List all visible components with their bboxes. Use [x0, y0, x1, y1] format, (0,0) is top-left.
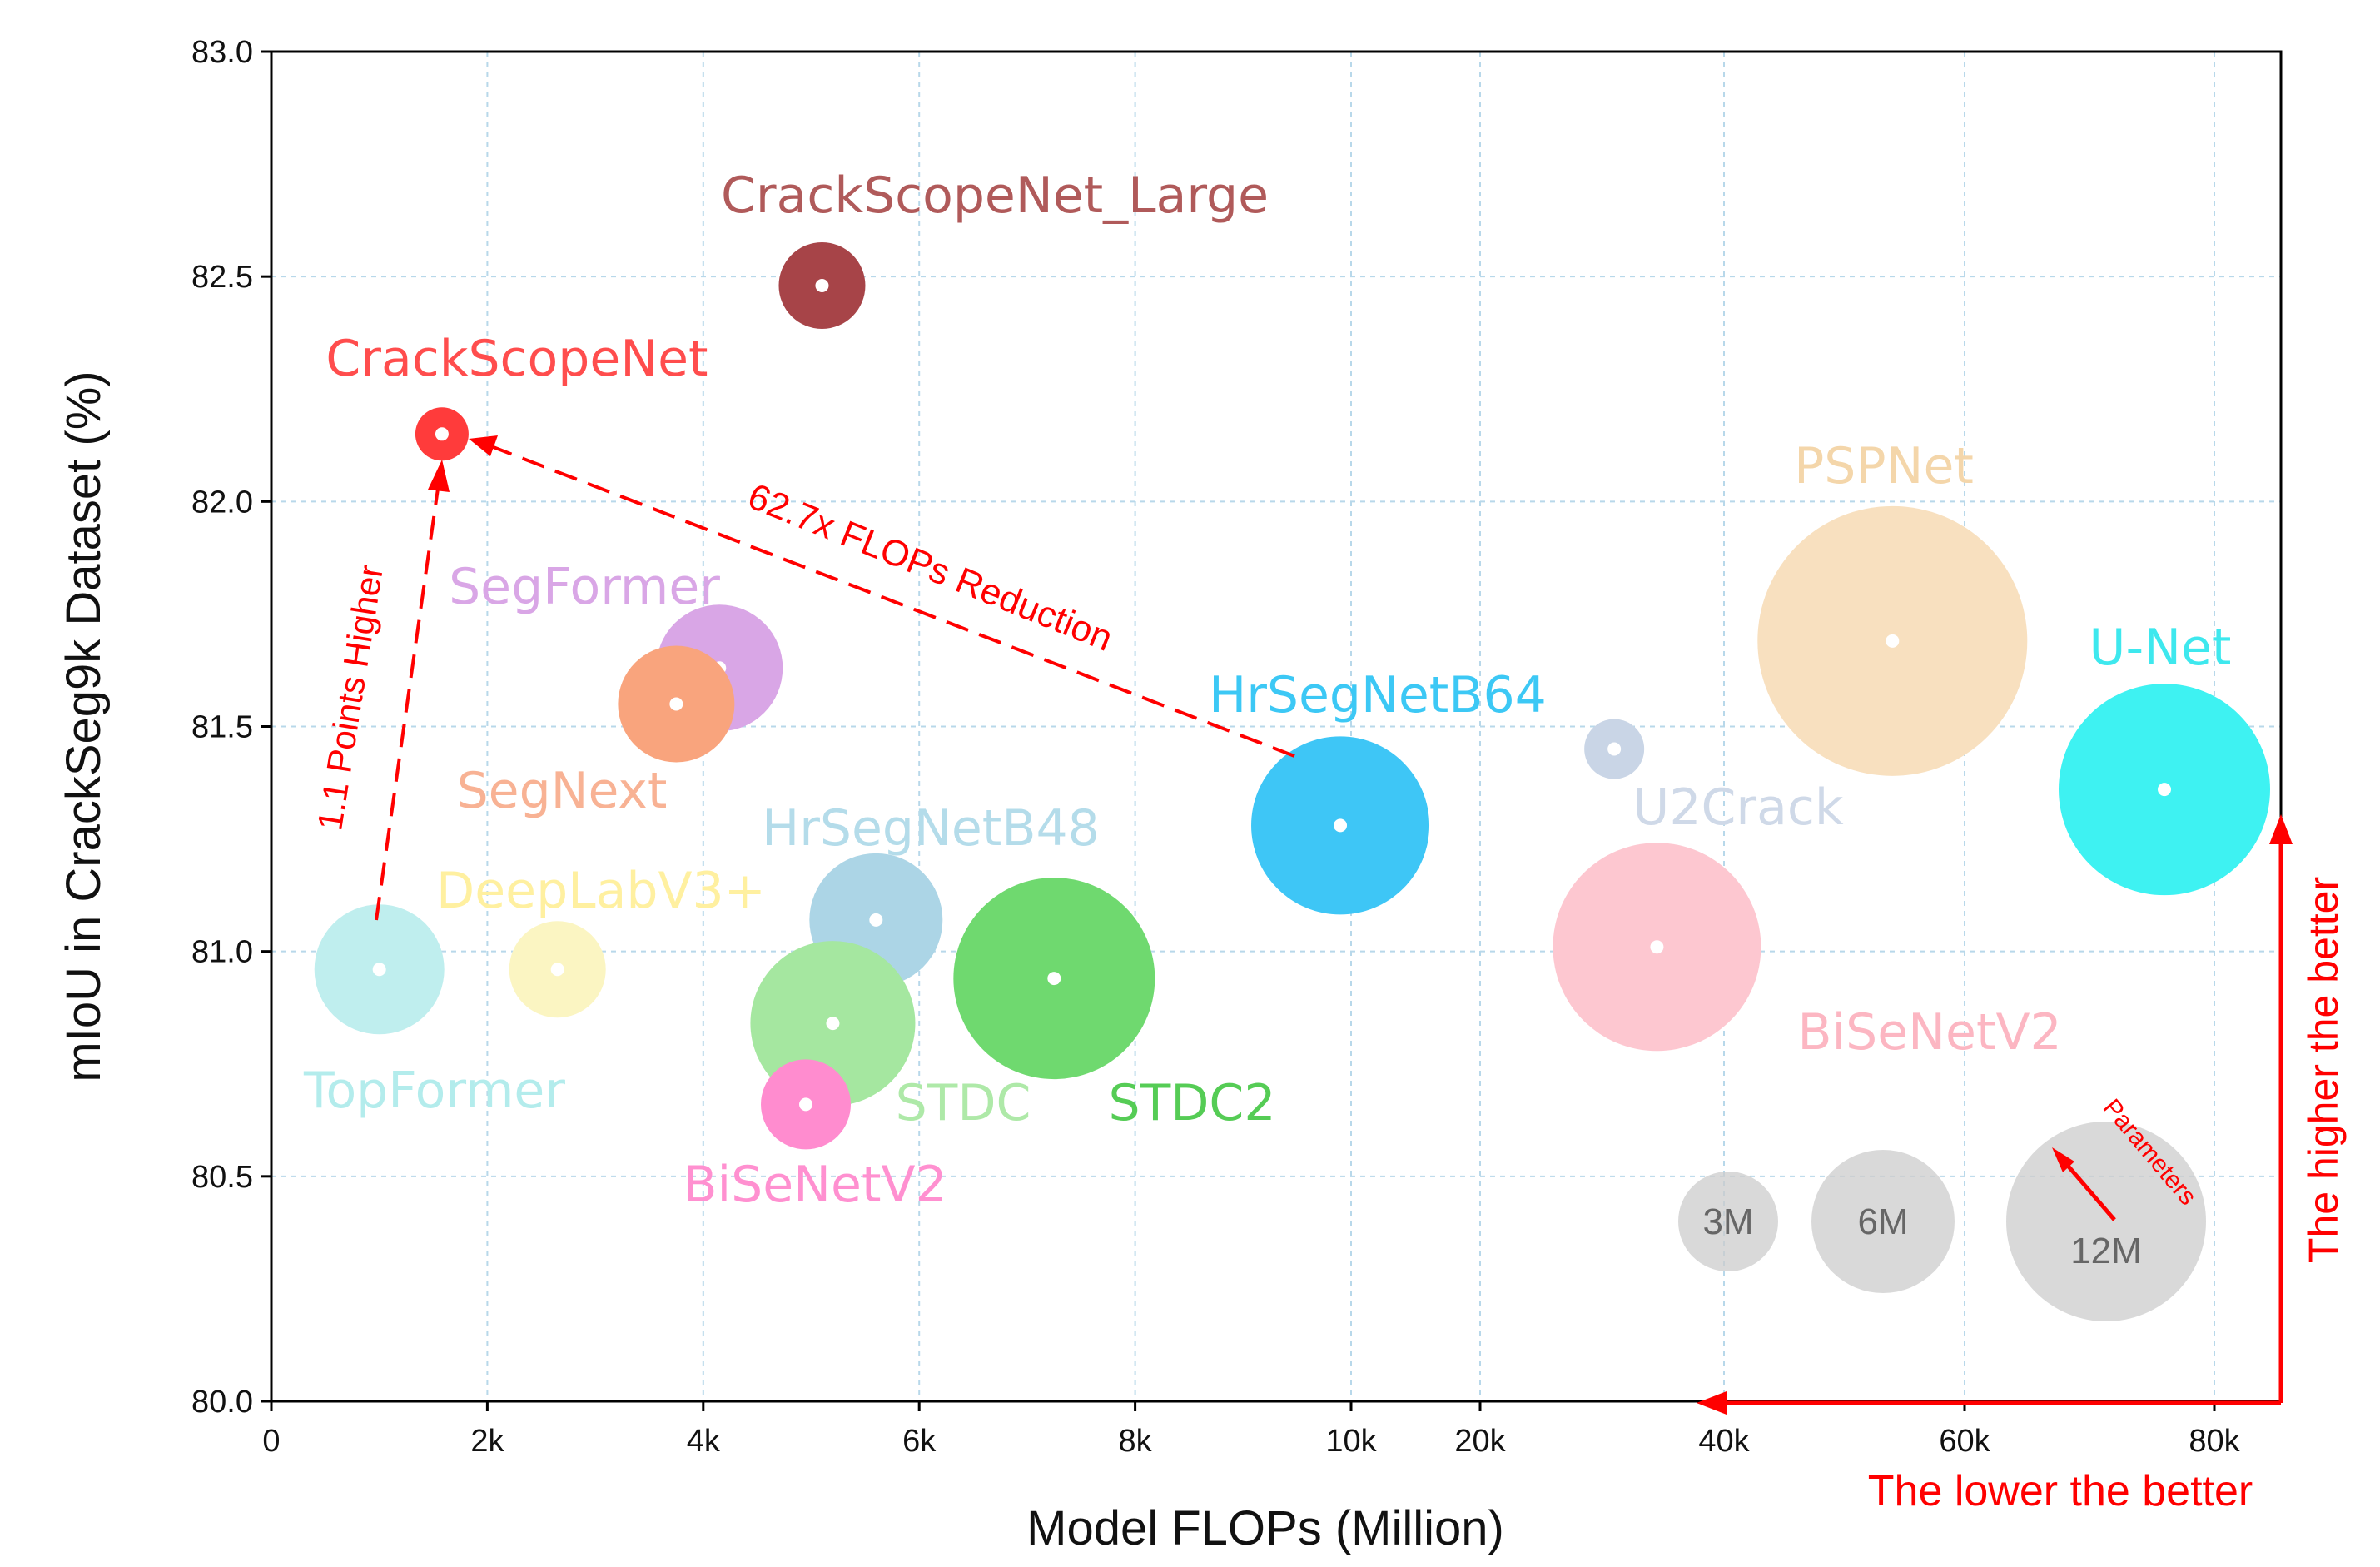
reduction-arrow [490, 445, 1295, 758]
label-hrsegnetb64: HrSegNetB64 [1209, 666, 1547, 724]
higher-better-label: The higher the better [2300, 877, 2347, 1263]
x-tick-label: 80k [2189, 1424, 2240, 1459]
bubble-center-dot [1650, 940, 1664, 954]
bubble-labels: CrackScopeNet_Large CrackScopeNet SegForme… [303, 167, 2231, 1214]
legend-bubble-12m [2006, 1122, 2206, 1321]
higher-better-arrow-head [2269, 814, 2293, 844]
y-axis-label: mIoU in CrackSeg9k Dataset (%) [57, 371, 111, 1082]
bubble-center-dot [435, 427, 449, 441]
bubble-center-dot [1047, 972, 1061, 986]
label-bisenetv2: BiSeNetV2 [1797, 1003, 2061, 1062]
x-tick-label: 8k [1119, 1424, 1153, 1459]
label-u-net: U-Net [2089, 619, 2232, 677]
parameters-arrow-head [2052, 1147, 2074, 1172]
x-tick-label: 60k [1939, 1424, 1990, 1459]
reduction-annotation: 62.7x FLOPs Reduction [743, 475, 1118, 659]
x-tick-label: 40k [1698, 1424, 1750, 1459]
y-tick-label: 82.0 [191, 485, 253, 520]
label-u2crack: U2Crack [1632, 779, 1843, 837]
x-tick-label: 4k [687, 1424, 721, 1459]
parameters-arrow [2061, 1158, 2116, 1221]
label-bisenetv2: BiSeNetV2 [683, 1156, 947, 1214]
y-tick-label: 81.0 [191, 935, 253, 970]
label-crackscopenet: CrackScopeNet [325, 330, 708, 388]
bubble-center-dot [815, 278, 829, 292]
bubble-center-dot [669, 697, 683, 711]
label-pspnet: PSPNet [1794, 437, 1974, 495]
x-tick-label: 20k [1454, 1424, 1506, 1459]
bubble-center-dot [2158, 783, 2171, 797]
x-tick-label: 0 [262, 1424, 280, 1459]
label-stdc: STDC [896, 1074, 1031, 1132]
y-tick-label: 82.5 [191, 260, 253, 295]
bubble-center-dot [826, 1017, 840, 1031]
label-topformer: TopFormer [303, 1062, 565, 1120]
legend-bubble-3m [1678, 1172, 1778, 1271]
label-segformer: SegFormer [449, 558, 720, 616]
bubble-center-dot [869, 913, 883, 927]
legend-label-6m: 6M [1857, 1201, 1908, 1242]
higher-arrow-head [428, 460, 450, 492]
y-tick-label: 80.0 [191, 1385, 253, 1420]
x-tick-label: 2k [470, 1424, 504, 1459]
higher-arrow [375, 482, 440, 921]
axes: 80.0 80.5 81.0 81.5 82.0 82.5 83.0 0 2k 4k 6k 8k 10k… [57, 35, 2283, 1555]
y-tick-label: 80.5 [191, 1160, 253, 1195]
legend-bubble-6m [1811, 1150, 1955, 1293]
y-tick-label: 83.0 [191, 35, 253, 70]
label-crackscopenet-large: CrackScopeNet_Large [721, 167, 1269, 225]
label-deeplabv3-: DeepLabV3+ [436, 862, 766, 920]
bubble-center-dot [1607, 742, 1622, 756]
legend-label-12m: 12M [2070, 1231, 2142, 1271]
label-hrsegnetb48: HrSegNetB48 [762, 799, 1100, 858]
higher-annotation: 1.1 Points Higher [310, 562, 390, 833]
x-tick-label: 6k [902, 1424, 937, 1459]
y-tick-label: 81.5 [191, 710, 253, 745]
reduction-arrow-head [469, 435, 498, 456]
bubble-center-dot [550, 963, 564, 977]
lower-better-label: The lower the better [1868, 1467, 2253, 1515]
x-tick-label: 10k [1325, 1424, 1377, 1459]
bubble-center-dot [1886, 634, 1900, 648]
bubble-center-dot [1334, 818, 1348, 833]
x-axis-label: Model FLOPs (Million) [1026, 1501, 1504, 1555]
label-stdc2: STDC2 [1108, 1074, 1275, 1132]
lower-better-arrow-head [1697, 1391, 1727, 1415]
bubble-center-dot [799, 1097, 813, 1112]
bubble-center-dot [372, 963, 386, 977]
bubbles [314, 241, 2270, 1150]
legend-label-3m: 3M [1702, 1201, 1753, 1242]
label-segnext: SegNext [457, 762, 668, 820]
